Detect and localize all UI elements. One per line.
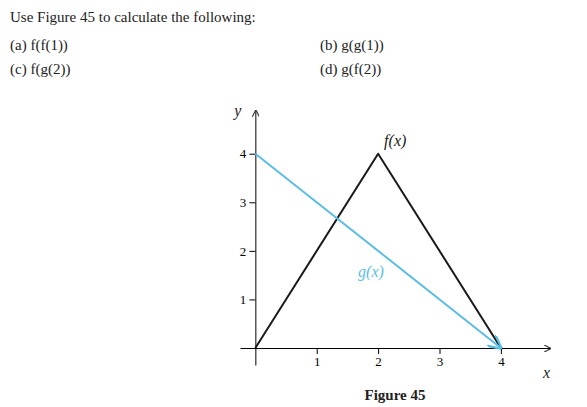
x-tick-mark <box>440 348 441 354</box>
x-tick: 3 <box>437 348 444 369</box>
caption: Figure 45 <box>365 387 426 403</box>
annotation: (c) f(g(2)) <box>10 61 70 78</box>
y-tick-mark <box>249 299 255 300</box>
y-tick-label: 1 <box>240 292 247 307</box>
x-tick-label: 2 <box>375 354 382 369</box>
x-tick: 2 <box>375 348 382 369</box>
y-tick: 4 <box>240 146 256 161</box>
title: Use Figure 45 to calculate the following… <box>10 9 256 25</box>
series-labels: f(x) g(x) <box>358 132 406 281</box>
chart: Use Figure 45 to calculate the following… <box>0 0 587 407</box>
y-tick-label: 3 <box>240 195 247 210</box>
x-tick-mark <box>378 348 379 354</box>
y-tick-label: 4 <box>240 146 247 161</box>
y-tick: 2 <box>240 244 256 259</box>
y-axis-label: y <box>232 102 242 120</box>
x-tick-label: 4 <box>498 354 505 369</box>
y-axis: 1 2 3 4 <box>240 111 256 366</box>
series-line <box>255 154 501 348</box>
annotation: (b) g(g(1)) <box>320 37 384 54</box>
x-axis-line <box>241 348 551 349</box>
series-line <box>255 154 501 348</box>
x-tick-mark <box>317 348 318 354</box>
y-tick-mark <box>249 154 255 155</box>
series-label: g(x) <box>358 263 384 281</box>
y-tick-mark <box>249 251 255 252</box>
annotation: (a) f(f(1)) <box>10 37 68 54</box>
series-label: f(x) <box>384 132 406 150</box>
y-tick-mark <box>249 202 255 203</box>
x-tick-label: 1 <box>314 354 321 369</box>
x-tick-label: 3 <box>437 354 444 369</box>
x-axis: 1 2 3 4 <box>241 348 551 369</box>
y-axis-line <box>255 111 256 366</box>
x-tick: 4 <box>498 348 505 369</box>
y-tick-label: 2 <box>240 244 247 259</box>
y-tick: 3 <box>240 195 256 210</box>
y-tick: 1 <box>240 292 256 307</box>
x-tick-mark <box>501 348 502 354</box>
annotation: (d) g(f(2)) <box>320 61 381 78</box>
plot-area <box>255 154 501 348</box>
x-tick: 1 <box>314 348 321 369</box>
x-axis-label: x <box>542 364 550 381</box>
